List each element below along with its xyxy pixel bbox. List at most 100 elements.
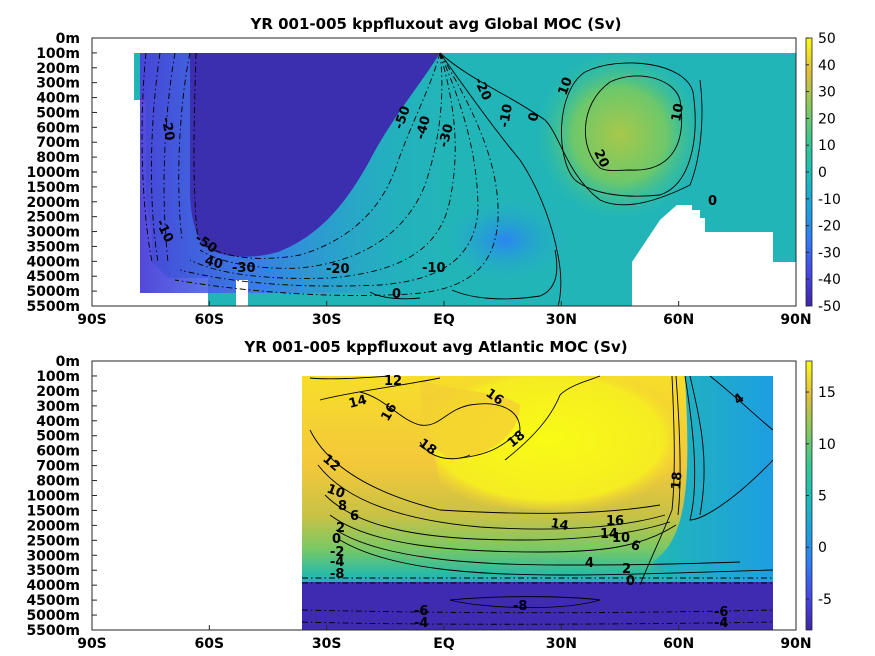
y-tick-label: 5000m bbox=[26, 608, 80, 624]
y-tick-label: 3000m bbox=[26, 548, 80, 564]
global-contour-label: -20 bbox=[158, 116, 177, 142]
global-contour-label: 20 bbox=[590, 147, 611, 170]
x-tick-label: 60S bbox=[195, 636, 225, 652]
atlantic-contour-label: 6 bbox=[350, 509, 359, 524]
y-tick-label: 2000m bbox=[26, 518, 80, 534]
y-tick-label: 100m bbox=[36, 46, 80, 62]
atlantic-contour-label: 2 bbox=[622, 562, 631, 577]
atlantic-contour-label: -2 bbox=[330, 545, 344, 560]
global-moc-y-ticks: 0m100m200m300m400m500m600m700m800m1000m1… bbox=[26, 31, 97, 315]
y-tick-label: 1000m bbox=[26, 165, 80, 181]
x-tick-label: 60N bbox=[663, 312, 694, 328]
atlantic-contour-label: -4 bbox=[414, 616, 428, 631]
atlantic-contour-label: 0 bbox=[332, 532, 341, 547]
colorbar-tick-label: 15 bbox=[818, 385, 836, 401]
atlantic-moc-colorbar-ticks: 15 10 5 0 -5 bbox=[806, 385, 836, 608]
atlantic-contour-label: 10 bbox=[612, 531, 630, 546]
colorbar-tick-label: 30 bbox=[818, 85, 836, 101]
atlantic-contour-label: 16 bbox=[606, 514, 624, 529]
y-tick-label: 3500m bbox=[26, 563, 80, 579]
global-moc-blue-region bbox=[445, 200, 565, 280]
y-tick-label: 5500m bbox=[26, 623, 80, 639]
global-moc-negative-contours bbox=[141, 52, 499, 296]
global-moc-north-cell bbox=[535, 50, 705, 220]
atlantic-contour-label: 14 bbox=[549, 516, 569, 534]
global-contour-label: 10 bbox=[556, 75, 576, 97]
colorbar-tick-label: -50 bbox=[818, 299, 841, 315]
global-moc-title: YR 001-005 kppfluxout avg Global MOC (Sv… bbox=[249, 15, 621, 33]
y-tick-label: 500m bbox=[36, 429, 80, 445]
y-tick-label: 200m bbox=[36, 384, 80, 400]
x-tick-label: 90N bbox=[780, 636, 811, 652]
atlantic-contour-label: 14 bbox=[347, 393, 368, 412]
y-tick-label: 100m bbox=[36, 369, 80, 385]
atlantic-contour-label: 4 bbox=[585, 556, 594, 571]
atlantic-moc-contours bbox=[309, 375, 774, 609]
y-tick-label: 5500m bbox=[26, 299, 80, 315]
x-tick-label: 30S bbox=[312, 312, 342, 328]
atlantic-moc-x-ticks: 90S 60S 30S EQ 30N 60N 90N bbox=[77, 625, 812, 652]
y-tick-label: 800m bbox=[36, 150, 80, 166]
global-moc-colorbar-ticks: 50 40 30 20 10 0 -10 -20 -30 -40 -50 bbox=[806, 31, 841, 315]
global-contour-label: -10 bbox=[497, 103, 516, 129]
colorbar-tick-label: 5 bbox=[818, 489, 827, 505]
colorbar-tick-label: 20 bbox=[818, 111, 836, 127]
global-contour-label: -10 bbox=[422, 261, 446, 276]
y-tick-label: 300m bbox=[36, 399, 80, 415]
y-tick-label: 0m bbox=[56, 31, 80, 47]
global-contour-label: -30 bbox=[232, 261, 256, 276]
colorbar-tick-label: -5 bbox=[818, 592, 832, 608]
y-tick-label: 1000m bbox=[26, 489, 80, 505]
atlantic-contour-label: -4 bbox=[330, 555, 344, 570]
atlantic-contour-label: -8 bbox=[330, 567, 344, 582]
y-tick-label: 700m bbox=[36, 459, 80, 475]
colorbar-tick-label: 10 bbox=[818, 437, 836, 453]
y-tick-label: 2500m bbox=[26, 210, 80, 226]
global-contour-label: -30 bbox=[436, 122, 457, 149]
colorbar-tick-label: 50 bbox=[818, 31, 836, 47]
global-contour-label: 0 bbox=[392, 287, 401, 302]
atlantic-contour-label: -6 bbox=[414, 604, 428, 619]
global-moc-land-2 bbox=[632, 205, 773, 306]
atlantic-moc-abyssal-cell bbox=[302, 582, 773, 630]
y-tick-label: 600m bbox=[36, 120, 80, 136]
atlantic-contour-label: 0 bbox=[626, 574, 635, 589]
colorbar-tick-label: 0 bbox=[818, 165, 827, 181]
y-tick-label: 1500m bbox=[26, 180, 80, 196]
atlantic-moc-title: YR 001-005 kppfluxout avg Atlantic MOC (… bbox=[243, 338, 627, 356]
global-moc-deacon-cell bbox=[190, 53, 440, 257]
global-contour-label: -20 bbox=[326, 262, 350, 277]
atlantic-moc-orange-patch bbox=[420, 380, 520, 460]
y-tick-label: 400m bbox=[36, 91, 80, 107]
colorbar-tick-label: -30 bbox=[818, 245, 841, 261]
x-tick-label: 60N bbox=[663, 636, 694, 652]
x-tick-label: 30N bbox=[546, 312, 577, 328]
atlantic-contour-label: -4 bbox=[714, 616, 728, 631]
atlantic-contour-label: 18 bbox=[669, 471, 686, 490]
y-tick-label: 4000m bbox=[26, 578, 80, 594]
colorbar-tick-label: 0 bbox=[818, 540, 827, 556]
y-tick-label: 600m bbox=[36, 444, 80, 460]
atlantic-moc-east-field bbox=[640, 376, 773, 585]
atlantic-moc-negative-contours bbox=[301, 577, 774, 625]
global-contour-label: 10 bbox=[669, 102, 687, 122]
y-tick-label: 800m bbox=[36, 474, 80, 490]
colorbar-tick-label: 10 bbox=[818, 138, 836, 154]
x-tick-label: EQ bbox=[433, 636, 455, 652]
global-moc-land-1 bbox=[236, 280, 248, 306]
y-tick-label: 400m bbox=[36, 414, 80, 430]
x-tick-label: 90S bbox=[77, 636, 107, 652]
atlantic-contour-label: 2 bbox=[336, 521, 345, 536]
y-tick-label: 500m bbox=[36, 105, 80, 121]
y-tick-label: 4500m bbox=[26, 593, 80, 609]
global-contour-label: 0 bbox=[526, 111, 542, 123]
atlantic-contour-label: 12 bbox=[384, 374, 402, 389]
global-moc-land-3 bbox=[680, 205, 692, 219]
colorbar-tick-label: -10 bbox=[818, 192, 841, 208]
atlantic-moc-contour-labels: 12 14 16 16 18 18 12 10 8 6 2 0 -2 -4 -8… bbox=[319, 374, 747, 631]
x-tick-label: EQ bbox=[433, 312, 455, 328]
y-tick-label: 3000m bbox=[26, 225, 80, 241]
y-tick-label: 200m bbox=[36, 61, 80, 77]
y-tick-label: 4000m bbox=[26, 254, 80, 270]
